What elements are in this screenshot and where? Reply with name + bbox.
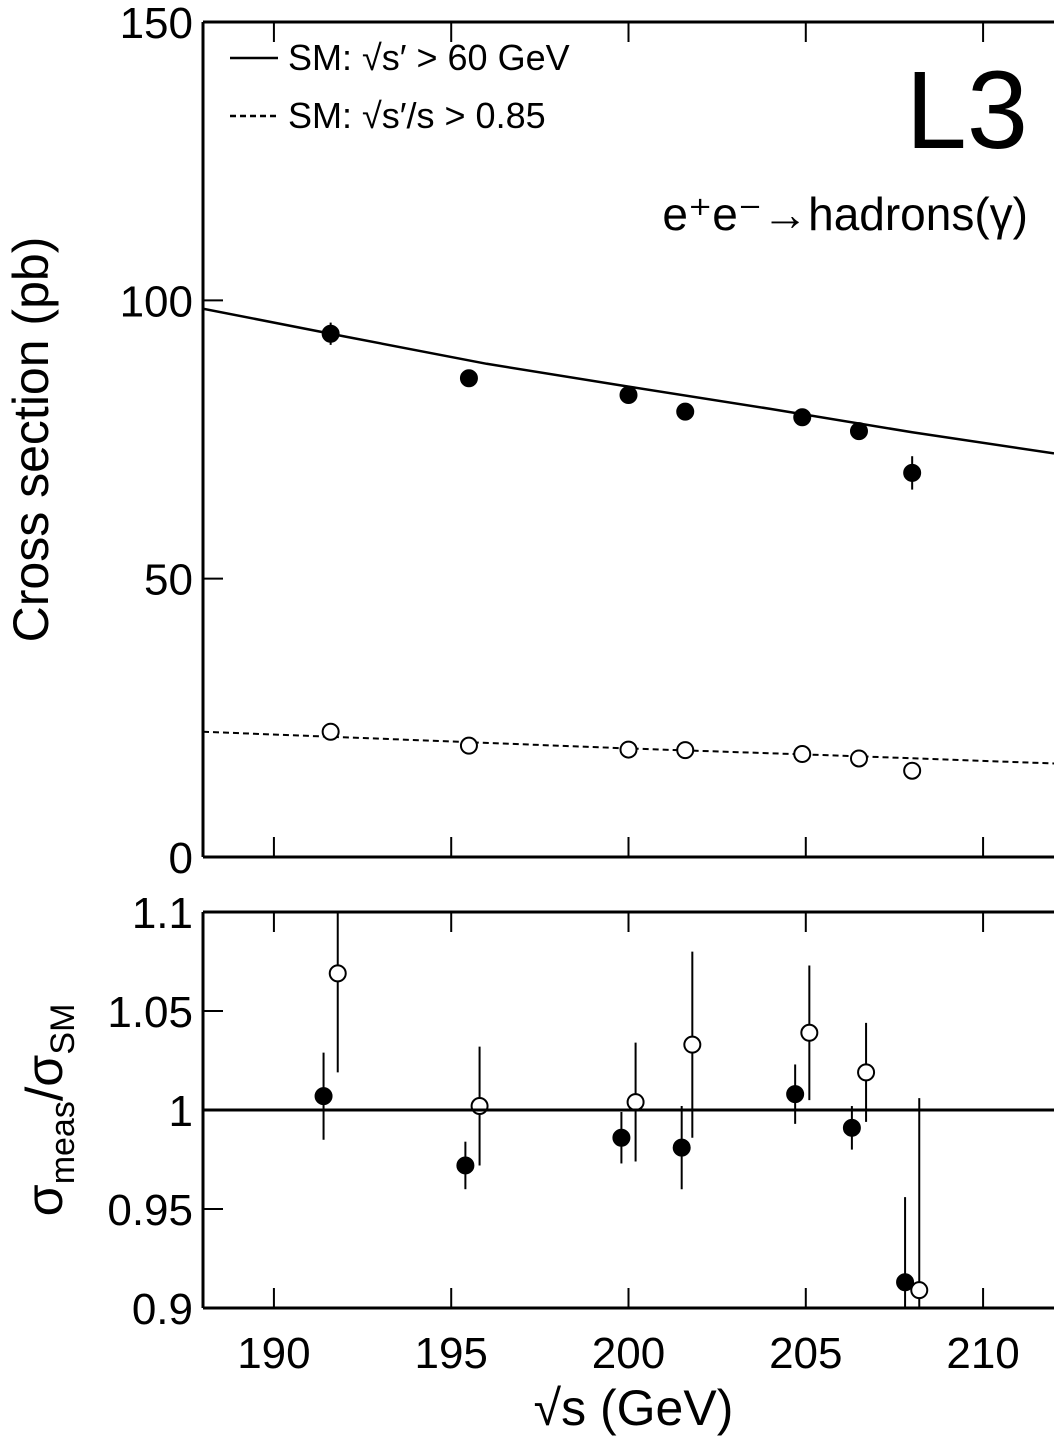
data-point	[849, 422, 868, 441]
data-point	[857, 1063, 876, 1082]
plot-area	[203, 307, 1054, 780]
y-axis-label-part: SM	[44, 1004, 82, 1055]
y-tick-label: 1.05	[107, 988, 193, 1037]
data-point	[619, 385, 638, 404]
y-tick-label: 0	[169, 834, 193, 883]
x-tick-label: 200	[592, 1329, 665, 1378]
legend-label: SM: √s′ > 60 GeV	[288, 37, 570, 78]
data-point	[910, 1281, 929, 1300]
x-tick-label: 205	[769, 1329, 842, 1378]
data-point	[842, 1118, 861, 1137]
y-tick-label: 50	[144, 556, 193, 605]
data-point	[321, 324, 340, 343]
data-point	[470, 1097, 489, 1116]
y-tick-label: 100	[120, 277, 193, 326]
plot-area	[314, 912, 929, 1308]
annotation: L3	[906, 49, 1028, 172]
data-point	[328, 964, 347, 983]
x-axis-label: √s (GeV)	[534, 1380, 734, 1436]
data-point	[903, 761, 922, 780]
legend-label: SM: √s′/s > 0.85	[288, 95, 546, 136]
data-point	[321, 722, 340, 741]
data-point	[676, 402, 695, 421]
data-point	[683, 1035, 702, 1054]
y-axis-label: σmeas/σSM	[16, 1004, 82, 1217]
y-axis-label-part: meas	[44, 1101, 82, 1184]
y-tick-label: 150	[120, 0, 193, 48]
data-point	[800, 1023, 819, 1042]
data-point	[903, 463, 922, 482]
data-point	[626, 1093, 645, 1112]
data-point	[314, 1087, 333, 1106]
y-axis-label: Cross section (pb)	[3, 237, 59, 643]
data-point	[896, 1273, 915, 1292]
data-point	[619, 740, 638, 759]
data-point	[672, 1138, 691, 1157]
y-tick-label: 0.95	[107, 1186, 193, 1235]
x-tick-label: 195	[414, 1329, 487, 1378]
y-tick-label: 0.9	[132, 1285, 193, 1334]
annotation: e⁺e⁻→hadrons(γ)	[662, 188, 1028, 240]
data-point	[676, 741, 695, 760]
x-tick-label: 190	[237, 1329, 310, 1378]
data-point	[786, 1085, 805, 1104]
data-point	[793, 408, 812, 427]
y-tick-label: 1	[169, 1087, 193, 1136]
data-point	[459, 369, 478, 388]
data-point	[849, 749, 868, 768]
data-point	[612, 1128, 631, 1147]
x-tick-label: 210	[946, 1329, 1019, 1378]
data-point	[456, 1156, 475, 1175]
y-axis-label-part: σ	[16, 1184, 74, 1216]
data-point	[459, 736, 478, 755]
y-axis-label-part: /σ	[16, 1055, 74, 1102]
data-point	[793, 745, 812, 764]
y-tick-label: 1.1	[132, 889, 193, 938]
